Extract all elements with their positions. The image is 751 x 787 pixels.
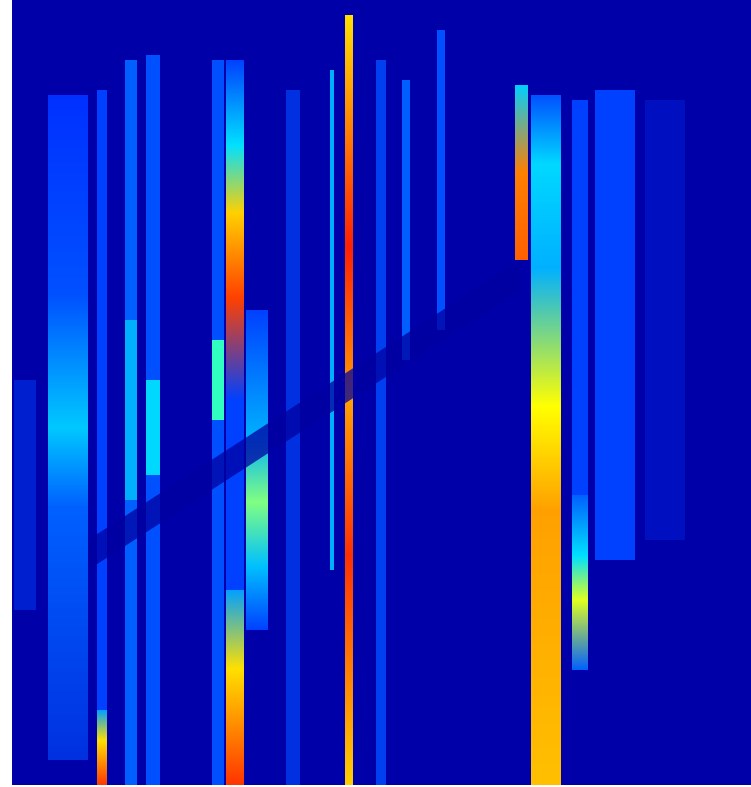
stripe <box>226 400 244 590</box>
heatmap-image <box>0 0 751 787</box>
page <box>0 0 751 787</box>
stripe <box>226 590 244 787</box>
stripe <box>402 80 410 360</box>
stripe <box>595 90 635 560</box>
stripe <box>97 90 107 730</box>
stripe <box>645 100 685 540</box>
stripe <box>146 380 160 475</box>
stripe <box>212 340 224 420</box>
stripe <box>48 95 88 760</box>
stripe <box>515 85 528 260</box>
stripe <box>376 60 386 787</box>
stripe <box>437 30 445 330</box>
stripe <box>246 310 268 630</box>
stripe <box>14 380 36 610</box>
stripe <box>212 60 224 787</box>
stripe <box>572 100 588 500</box>
stripe <box>97 710 107 787</box>
stripe <box>531 95 561 787</box>
stripe <box>572 495 588 670</box>
stripe <box>330 70 334 570</box>
stripe <box>226 60 244 400</box>
stripe <box>125 320 137 500</box>
